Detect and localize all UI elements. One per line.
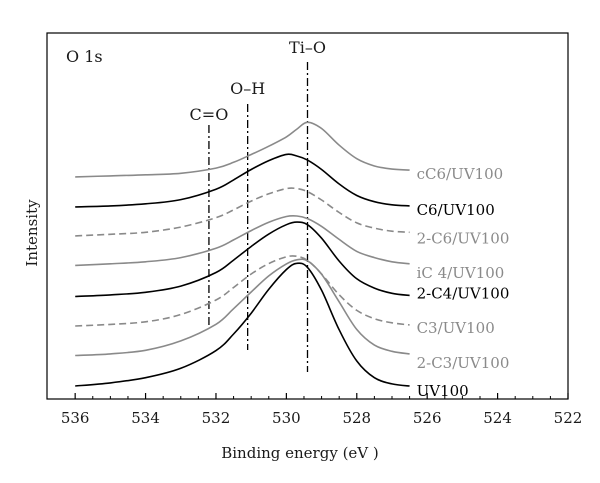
marker-label: C=O: [190, 105, 229, 124]
y-axis-title: Intensity: [23, 199, 41, 267]
x-axis-title: Binding energy (eV ): [221, 444, 379, 462]
series-line: [75, 187, 410, 237]
panel-label: O 1s: [66, 47, 103, 66]
series-line: [75, 262, 410, 387]
x-tick-label: 536: [61, 409, 90, 427]
series-label: 2-C6/UV100: [417, 229, 510, 247]
x-axis-ticks: 536 534 532 530 528 526 524 522: [61, 393, 582, 427]
series-labels: cC6/UV100 C6/UV100 2-C6/UV100 iC 4/UV100 2-C…: [417, 165, 510, 400]
marker-label: O–H: [230, 79, 265, 98]
x-tick-label: 528: [342, 409, 371, 427]
x-tick-label: 534: [131, 409, 160, 427]
series-line: [75, 153, 410, 208]
x-tick-label: 532: [202, 409, 231, 427]
x-tick-label: 524: [483, 409, 512, 427]
x-tick-label: 522: [554, 409, 583, 427]
series-label: 2-C3/UV100: [417, 354, 510, 372]
series-line: [75, 221, 410, 298]
series-line: [75, 258, 410, 357]
spectra-curves: [75, 121, 410, 387]
series-label: 2-C4/UV100: [417, 284, 510, 302]
x-tick-label: 526: [413, 409, 442, 427]
series-line: [75, 214, 410, 267]
x-tick-label: 530: [272, 409, 301, 427]
series-label: C6/UV100: [417, 201, 495, 219]
marker-label: Ti–O: [289, 38, 326, 57]
series-line: [75, 255, 410, 327]
series-label: C3/UV100: [417, 319, 495, 337]
series-label: cC6/UV100: [417, 165, 504, 183]
series-line: [75, 121, 410, 178]
series-label: UV100: [417, 382, 469, 400]
peak-markers: Ti–O O–HC=O: [190, 38, 326, 372]
plot-frame: [46, 32, 569, 400]
series-label: iC 4/UV100: [417, 264, 505, 282]
